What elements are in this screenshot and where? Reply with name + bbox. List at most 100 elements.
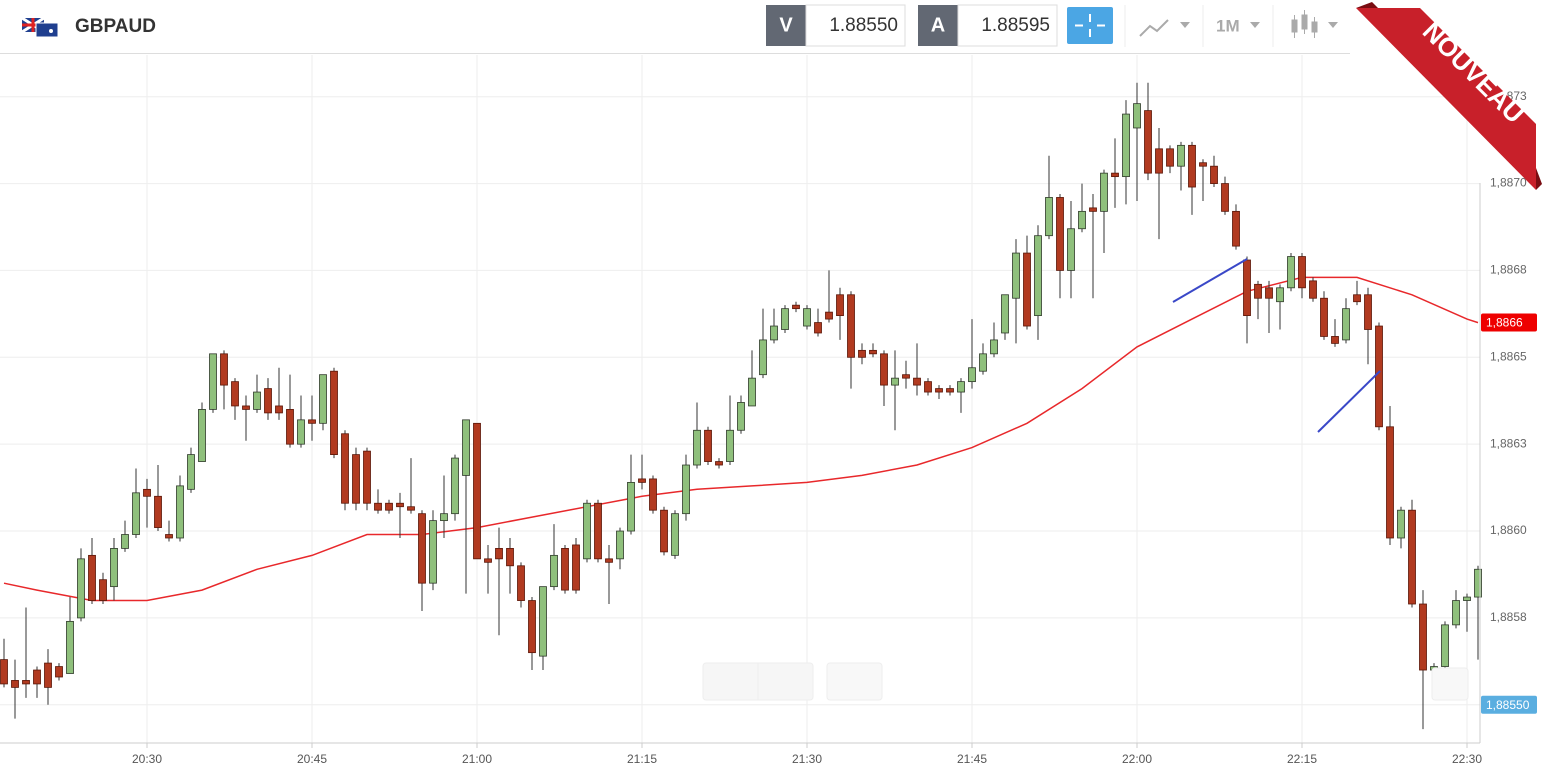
candle-body: [1177, 144, 1185, 167]
candle: [1254, 280, 1262, 320]
candle-body: [330, 370, 338, 455]
candle-body: [1078, 210, 1086, 230]
candle-body: [451, 457, 459, 515]
candle: [1265, 280, 1273, 333]
candle: [913, 343, 921, 396]
crosshair-button[interactable]: [1067, 7, 1113, 44]
candle: [550, 524, 558, 591]
candle-body: [33, 669, 41, 685]
candle: [682, 454, 690, 521]
candle-body: [1309, 280, 1317, 299]
bid-price: 1.88550: [829, 15, 898, 36]
candle-body: [1441, 624, 1449, 667]
reset-button[interactable]: [826, 662, 883, 701]
candle-body: [1408, 509, 1416, 605]
candle-body: [1298, 256, 1306, 289]
candle-body: [1089, 207, 1097, 212]
candle: [462, 419, 470, 594]
candle-body: [726, 429, 734, 462]
x-tick-label: 20:45: [297, 752, 327, 766]
candle: [594, 499, 602, 563]
candle: [77, 548, 85, 622]
candle-body: [990, 339, 998, 355]
candle: [1276, 284, 1284, 330]
candle-body: [143, 488, 151, 497]
dropdown-arrow[interactable]: [1328, 22, 1338, 28]
ribbon-fold: [1356, 2, 1378, 8]
dropdown-arrow[interactable]: [1250, 22, 1260, 28]
candle-body: [1386, 426, 1394, 539]
candle-body: [11, 680, 19, 688]
candle-body: [660, 509, 668, 553]
candle-body: [429, 520, 437, 584]
scroll-button[interactable]: [1431, 667, 1469, 701]
candle: [264, 378, 272, 420]
x-tick-label: 21:30: [792, 752, 822, 766]
candle-body: [99, 579, 107, 601]
candle-body: [220, 353, 228, 386]
candle-icon[interactable]: [1291, 10, 1318, 38]
candle: [726, 395, 734, 466]
candle-body: [561, 548, 569, 591]
candle: [374, 489, 382, 514]
candle-body: [737, 402, 745, 431]
candle-body: [649, 478, 657, 511]
candle-body: [715, 461, 723, 466]
candle-body: [1188, 144, 1196, 188]
candle: [1166, 145, 1174, 174]
dropdown-arrow[interactable]: [1180, 22, 1190, 28]
candle-body: [110, 548, 118, 588]
candle: [528, 597, 536, 671]
price-marker-label: 1,88550: [1486, 698, 1530, 712]
candle: [165, 520, 173, 542]
candle: [66, 597, 74, 674]
icon-part: [1294, 10, 1315, 38]
candle-body: [1056, 197, 1064, 271]
candle: [957, 378, 965, 413]
candle: [1089, 193, 1097, 299]
candle: [1463, 593, 1471, 632]
candle-body: [506, 548, 514, 567]
candle: [1287, 253, 1295, 292]
candle: [715, 458, 723, 469]
candle-body: [902, 374, 910, 379]
candle: [1056, 193, 1064, 299]
candle: [770, 308, 778, 344]
candle: [638, 454, 646, 490]
candle-body: [880, 353, 888, 386]
candle-body: [1232, 210, 1240, 247]
candle: [297, 395, 305, 448]
candle-body: [550, 554, 558, 588]
candle-body: [1023, 252, 1031, 327]
candle-body: [572, 544, 580, 591]
candle: [132, 468, 140, 538]
candle-body: [407, 506, 415, 511]
candle-body: [1111, 172, 1119, 178]
candle: [1100, 169, 1108, 254]
candle: [341, 430, 349, 511]
candle: [627, 454, 635, 535]
candle-body: [759, 339, 767, 376]
candle: [1221, 176, 1229, 215]
candle-body: [825, 311, 833, 320]
candle: [407, 458, 415, 514]
candle: [88, 537, 96, 605]
candle: [891, 350, 899, 431]
candle: [451, 454, 459, 521]
candle: [1408, 499, 1416, 608]
candle: [1452, 590, 1460, 629]
candle-body: [209, 353, 217, 410]
candle-body: [627, 481, 635, 532]
candle-body: [176, 485, 184, 539]
candle-body: [957, 381, 965, 393]
timeframe[interactable]: 1M: [1216, 16, 1240, 35]
y-tick-label: 1,8868: [1490, 263, 1527, 277]
candle-body: [1320, 297, 1328, 337]
candle-body: [1474, 568, 1482, 598]
candle-body: [1166, 148, 1174, 167]
candle: [869, 343, 877, 358]
candle: [1188, 141, 1196, 215]
chart-type-icon[interactable]: [1139, 19, 1169, 37]
flag-star: [49, 29, 53, 33]
candle-body: [671, 513, 679, 556]
